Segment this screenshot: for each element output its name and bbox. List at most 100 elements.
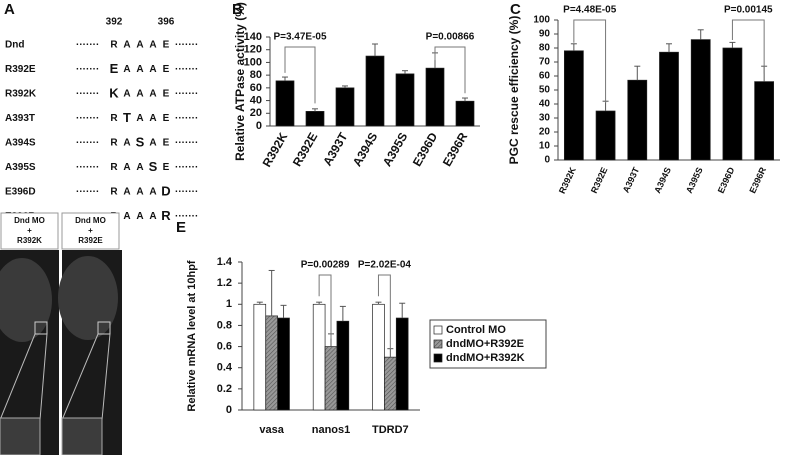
residue: R — [110, 113, 118, 124]
y-tick-label: 0.4 — [217, 362, 233, 374]
variant-name: R392K — [5, 89, 37, 100]
x-tick-label: TDRD7 — [372, 424, 409, 436]
residue-position: 392 — [106, 17, 123, 28]
x-tick-label: A393T — [320, 130, 350, 169]
variant-name: E396D — [5, 187, 36, 198]
y-tick-label: 1.4 — [217, 256, 233, 268]
residue: R — [110, 162, 118, 173]
y-axis-label: Relative mRNA level at 10hpf — [186, 260, 198, 412]
residue: K — [109, 85, 119, 100]
legend-label: dndMO+R392K — [446, 352, 525, 364]
caption-box — [0, 212, 59, 250]
dots: ······· — [76, 187, 99, 198]
y-tick-label: 40 — [250, 94, 262, 106]
inset — [0, 417, 41, 455]
bar — [754, 81, 775, 161]
x-tick-label: R392E — [589, 166, 610, 195]
y-tick-label: 50 — [539, 85, 551, 96]
y-tick-label: 1.2 — [217, 277, 232, 289]
bar — [455, 100, 475, 127]
chart: E 0 0.2 0.4 0.6 0.8 1 1.2 1.4 Relative mRNA level… — [176, 219, 547, 436]
residue: A — [149, 187, 156, 198]
y-tick-label: 20 — [250, 107, 262, 119]
bar — [372, 303, 385, 411]
x-tick-label: E396R — [747, 165, 768, 195]
residue: S — [136, 134, 145, 149]
caption: Dnd MO — [14, 216, 45, 225]
x-tick-label: R392E — [290, 130, 320, 169]
dots: ······· — [76, 40, 99, 51]
significance-bracket — [731, 19, 765, 74]
x-tick-label: E396D — [410, 130, 441, 169]
inset — [61, 417, 103, 455]
x-tick-label: A393T — [621, 165, 642, 194]
bar — [312, 303, 326, 411]
x-tick-label: A394S — [652, 166, 673, 195]
residue: A — [149, 64, 156, 75]
x-tick-label: E396D — [716, 165, 737, 195]
residue: E — [163, 138, 170, 149]
residue: E — [163, 89, 170, 100]
residue: A — [136, 113, 143, 124]
residue: A — [136, 40, 143, 51]
y-tick-label: 100 — [533, 15, 550, 26]
residue: A — [136, 211, 143, 222]
dots: ······· — [175, 162, 198, 173]
x-tick-label: R392K — [260, 130, 291, 170]
residue: R — [110, 187, 118, 198]
significance-bracket — [573, 19, 607, 103]
bar — [277, 317, 290, 411]
dots: ······· — [76, 162, 99, 173]
embryo-shape — [0, 258, 52, 342]
dots: ······· — [175, 89, 198, 100]
dots: ······· — [175, 138, 198, 149]
panel-label: C — [510, 1, 521, 18]
x-tick-label: R392K — [557, 165, 578, 195]
bar — [305, 111, 325, 127]
residue: E — [163, 162, 170, 173]
y-tick-label: 80 — [539, 43, 551, 54]
residue: R — [110, 138, 118, 149]
residue: R — [161, 208, 171, 223]
bar — [335, 87, 355, 127]
y-tick-label: 60 — [250, 82, 262, 94]
bar — [563, 50, 584, 161]
y-tick-label: 1 — [226, 298, 232, 310]
caption: R392K — [17, 236, 42, 245]
y-tick-label: 20 — [539, 127, 551, 138]
dots: ······· — [175, 64, 198, 75]
bar — [265, 315, 278, 411]
y-tick-label: 0 — [256, 120, 262, 132]
bar — [595, 110, 616, 161]
panel-label: A — [4, 1, 15, 18]
legend-swatch — [433, 353, 443, 363]
residue: A — [123, 211, 130, 222]
caption: Dnd MO — [75, 216, 106, 225]
y-tick-label: 100 — [244, 56, 262, 68]
residue: A — [123, 64, 130, 75]
residue: A — [136, 64, 143, 75]
legend-swatch — [433, 325, 443, 335]
dots: ······· — [175, 40, 198, 51]
significance-bracket — [284, 46, 316, 104]
significance-bracket — [377, 274, 391, 350]
legend-box — [429, 319, 547, 369]
residue: A — [136, 162, 143, 173]
residue: R — [110, 40, 118, 51]
panel-label: E — [176, 219, 186, 236]
p-value: P=2.02E-04 — [358, 260, 412, 271]
residue: E — [163, 64, 170, 75]
residue: A — [123, 40, 130, 51]
bar — [384, 356, 397, 411]
bar — [690, 39, 711, 161]
zoom-line — [39, 333, 48, 421]
y-tick-label: 140 — [244, 31, 262, 43]
x-tick-label: A394S — [350, 130, 380, 169]
y-tick-label: 40 — [539, 99, 551, 110]
residue: A — [136, 89, 143, 100]
caption: R392E — [78, 236, 103, 245]
bar — [395, 317, 409, 411]
variant-name: R392E — [5, 64, 36, 75]
y-tick-label: 60 — [539, 71, 551, 82]
